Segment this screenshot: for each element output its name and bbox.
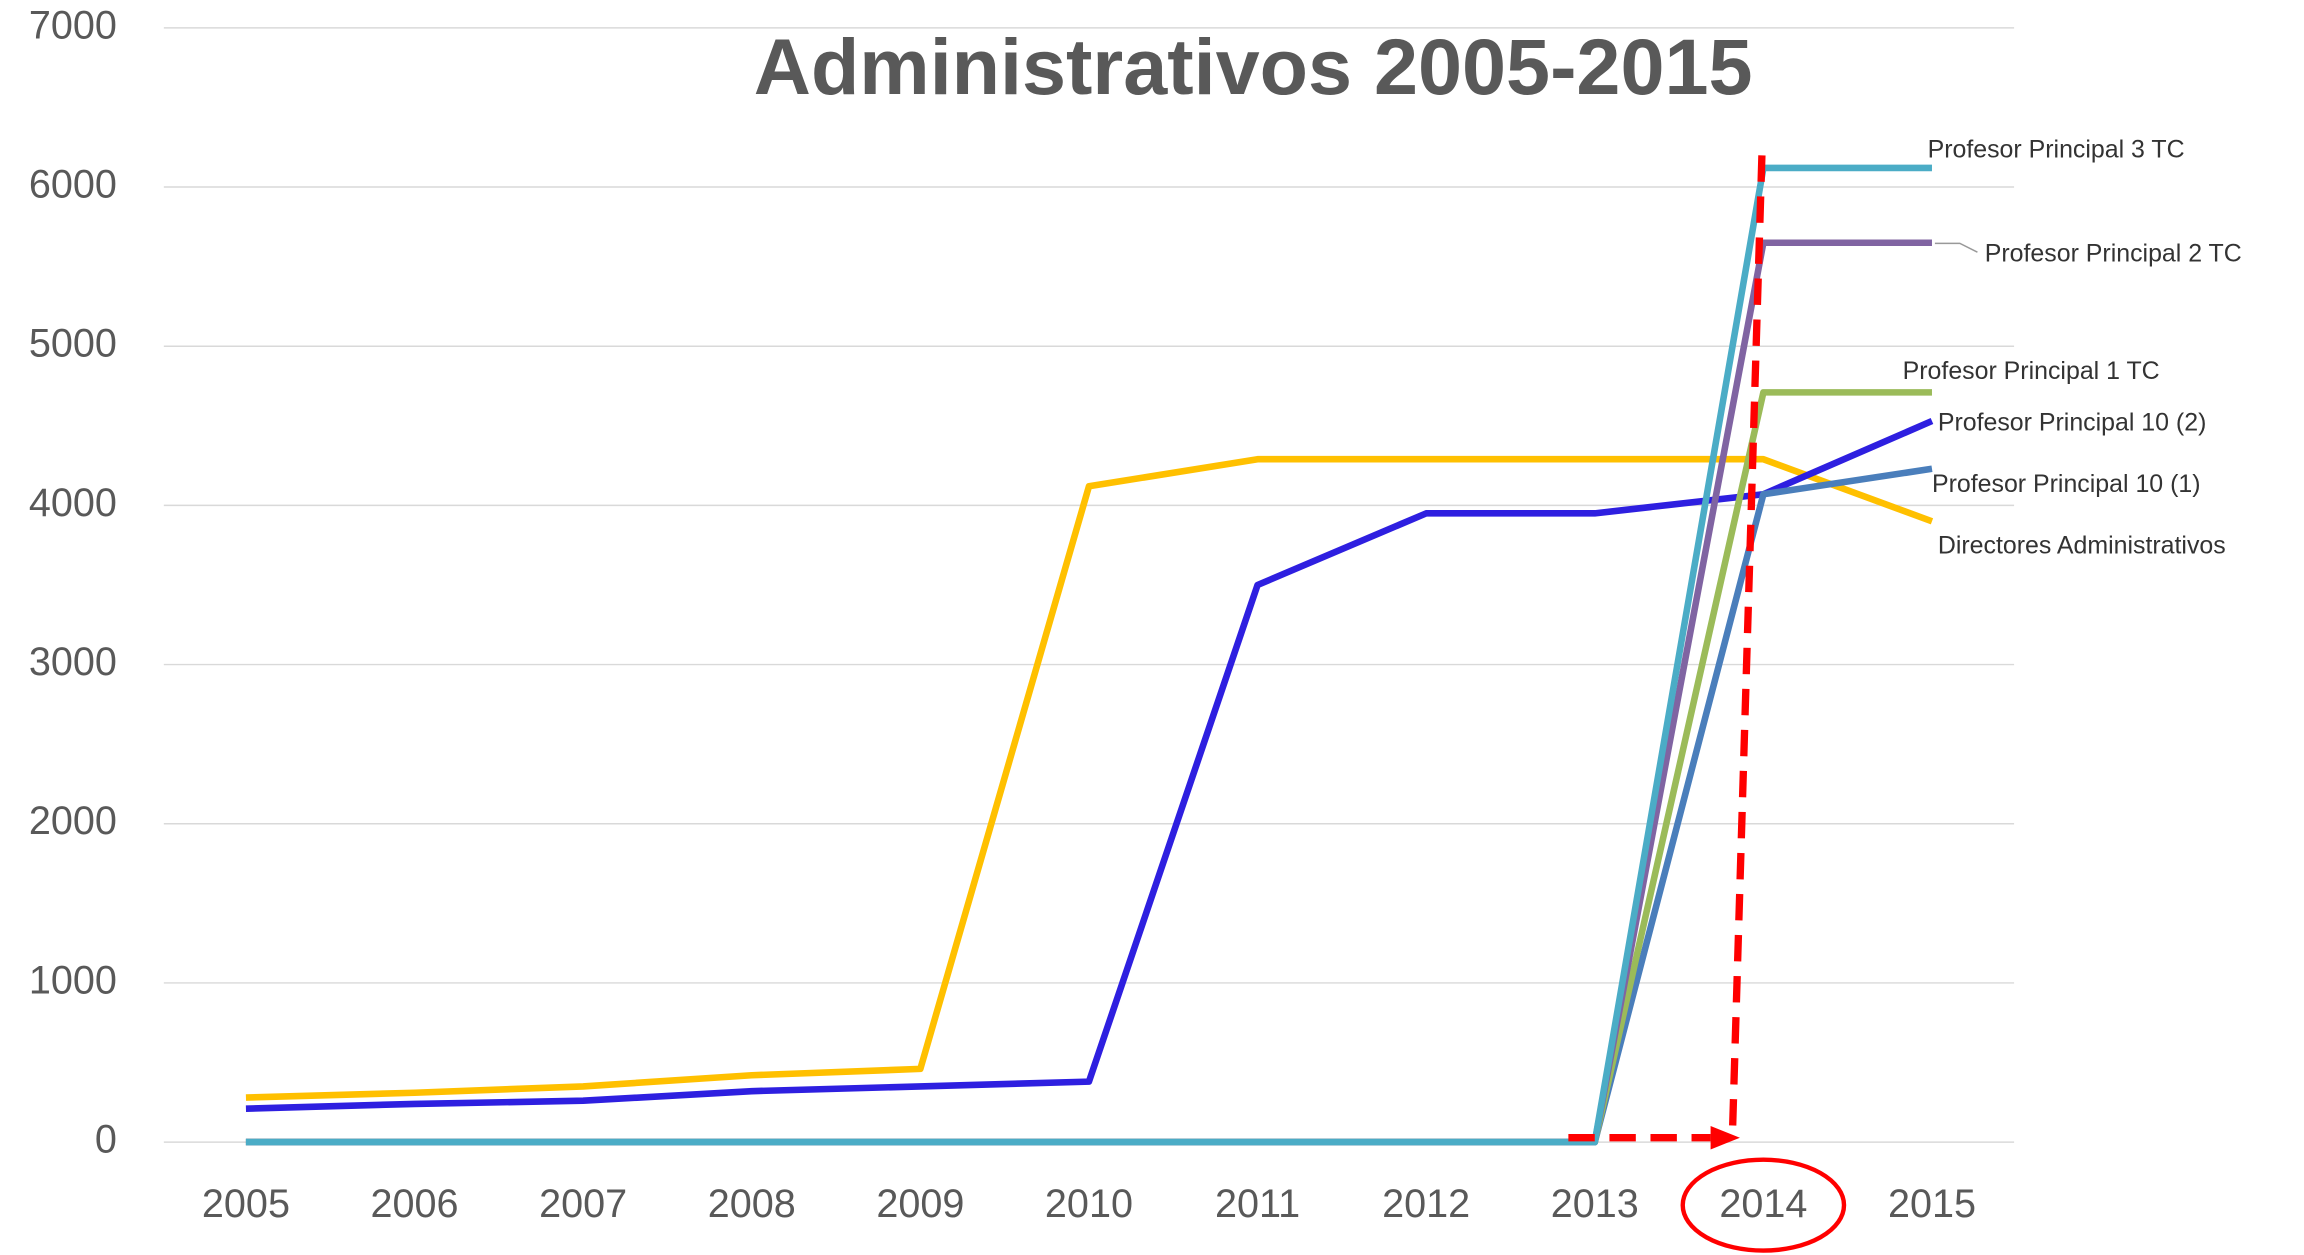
x-tick-label: 2009 — [876, 1182, 964, 1226]
x-tick-label: 2008 — [708, 1182, 796, 1226]
series-line — [245, 164, 1932, 1146]
lines — [245, 164, 1934, 1146]
series-line — [245, 465, 1933, 1146]
x-tick-label: 2013 — [1551, 1182, 1639, 1226]
x-tick-label: 2011 — [1215, 1182, 1300, 1226]
series-label: Profesor Principal 10 (1) — [1932, 470, 2201, 498]
series-label: Profesor Principal 3 TC — [1928, 136, 2185, 164]
y-tick-label: 6000 — [29, 162, 117, 206]
y-tick-label: 5000 — [29, 322, 117, 366]
grid — [163, 27, 2015, 1143]
x-tick-label: 2007 — [539, 1182, 627, 1226]
series-label: Directores Administrativos — [1938, 531, 2226, 559]
x-tick-label: 2010 — [1045, 1182, 1133, 1226]
x-tick-label: 2012 — [1382, 1182, 1470, 1226]
series-label: Profesor Principal 2 TC — [1985, 240, 2242, 268]
series-label: Profesor Principal 10 (2) — [1938, 408, 2207, 436]
leader-line — [1934, 242, 1978, 253]
highlight-circle — [1680, 1157, 1847, 1253]
series-line — [245, 455, 1934, 1101]
y-tick-label: 2000 — [29, 799, 117, 843]
y-tick-label: 3000 — [29, 640, 117, 684]
chart-title: Administrativos 2005-2015 — [754, 22, 1753, 111]
annotation — [1568, 155, 1847, 1253]
x-tick-label: 2015 — [1888, 1182, 1976, 1226]
y-tick-label: 7000 — [29, 3, 117, 47]
y-tick-label: 0 — [95, 1118, 117, 1162]
y-tick-label: 1000 — [29, 958, 117, 1002]
x-tick-label: 2014 — [1719, 1182, 1807, 1226]
series-line — [245, 418, 1934, 1112]
y-tick-label: 4000 — [29, 481, 117, 525]
x-tick-label: 2005 — [202, 1182, 290, 1226]
series-line — [245, 239, 1932, 1146]
x-tick-label: 2006 — [371, 1182, 459, 1226]
series-label: Profesor Principal 1 TC — [1903, 357, 2160, 385]
arrow-head — [1710, 1125, 1740, 1150]
